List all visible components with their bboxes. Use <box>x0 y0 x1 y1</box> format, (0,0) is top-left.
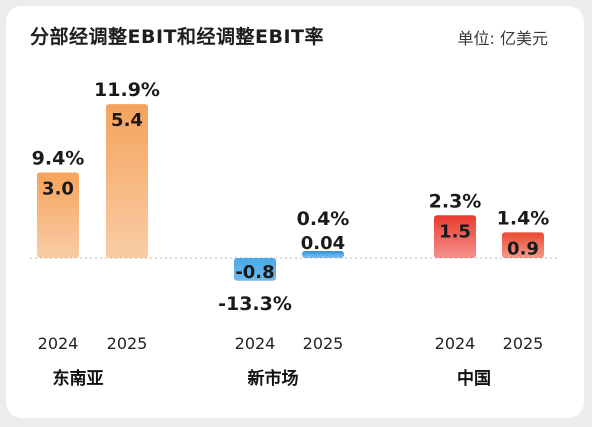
category-label: 东南亚 <box>53 368 104 389</box>
bar-2024-0 <box>37 172 79 258</box>
bar-2025-0 <box>106 104 148 258</box>
margin-label: 9.4% <box>32 148 85 170</box>
year-tick-label: 2024 <box>235 334 276 353</box>
year-tick-label: 2025 <box>503 334 544 353</box>
unit-label: 单位: 亿美元 <box>457 29 548 48</box>
bar-2025-1 <box>302 251 344 258</box>
year-tick-label: 2024 <box>38 334 79 353</box>
bar-2024-2 <box>434 215 476 258</box>
value-label: -0.8 <box>235 262 274 283</box>
year-tick-label: 2025 <box>107 334 148 353</box>
value-label: 3.0 <box>42 179 74 200</box>
margin-label: 0.4% <box>297 208 350 230</box>
margin-label: -13.3% <box>218 293 292 315</box>
margin-label: 2.3% <box>429 190 482 212</box>
chart-card <box>6 6 584 418</box>
year-tick-label: 2025 <box>303 334 344 353</box>
margin-label: 1.4% <box>497 207 550 229</box>
margin-label: 11.9% <box>94 79 160 101</box>
bar-2025-2 <box>502 232 544 258</box>
value-label: 5.4 <box>111 110 143 131</box>
year-tick-label: 2024 <box>435 334 476 353</box>
value-label: 0.9 <box>507 238 539 259</box>
category-label: 中国 <box>457 368 491 389</box>
value-label: 1.5 <box>439 221 471 242</box>
category-label: 新市场 <box>248 368 299 389</box>
bar-2024-1 <box>234 258 276 281</box>
chart-title: 分部经调整EBIT和经调整EBIT率 <box>30 26 324 48</box>
value-label: 0.04 <box>301 233 345 254</box>
